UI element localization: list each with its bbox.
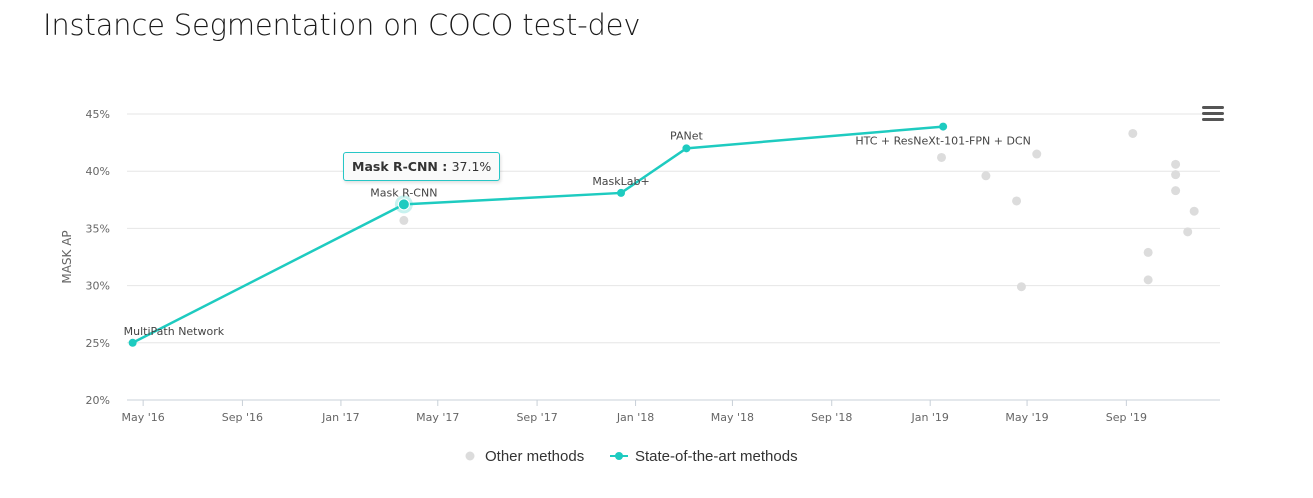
sota-point-label: MaskLab+ — [592, 175, 649, 188]
tooltip-separator: : — [437, 159, 452, 174]
x-tick-label: May '18 — [711, 411, 754, 424]
other-method-point[interactable] — [1128, 128, 1138, 138]
legend: Other methods State-of-the-art methods — [465, 448, 798, 465]
x-tick-label: Jan '18 — [616, 411, 654, 424]
other-method-point[interactable] — [1183, 227, 1193, 237]
x-tick-label: May '19 — [1005, 411, 1048, 424]
tooltip-name: Mask R-CNN — [352, 159, 438, 174]
tooltip-value: 37.1% — [451, 159, 492, 174]
menu-bar — [1202, 112, 1224, 115]
menu-bar — [1202, 106, 1224, 109]
chart-tooltip: Mask R-CNN : 37.1% — [343, 152, 501, 181]
sota-point[interactable] — [397, 198, 410, 211]
sota-point[interactable] — [617, 188, 626, 197]
x-tick-label: Sep '18 — [811, 411, 852, 424]
other-methods-series — [399, 128, 1199, 292]
y-tick-label: 30% — [86, 280, 110, 293]
y-tick-label: 45% — [86, 108, 110, 121]
other-method-point[interactable] — [1143, 247, 1153, 257]
x-tick-label: Sep '19 — [1106, 411, 1147, 424]
sota-methods-legend-marker — [615, 452, 623, 460]
legend-item-other-methods[interactable]: Other methods — [465, 448, 585, 465]
y-tick-label: 25% — [86, 337, 110, 350]
other-methods-legend-marker — [465, 451, 475, 461]
legend-item-sota-methods[interactable]: State-of-the-art methods — [610, 448, 798, 465]
sota-point[interactable] — [939, 122, 948, 131]
x-tick-label: May '16 — [122, 411, 165, 424]
sota-point-label: PANet — [670, 129, 703, 142]
chart-menu-icon[interactable] — [1202, 106, 1224, 124]
other-method-point[interactable] — [981, 171, 991, 181]
sota-line — [132, 125, 944, 344]
sota-point-label: MultiPath Network — [124, 325, 225, 338]
other-method-point[interactable] — [1012, 196, 1022, 206]
y-tick-label: 20% — [86, 394, 110, 407]
other-method-point[interactable] — [399, 215, 409, 225]
sota-point[interactable] — [682, 144, 691, 153]
x-tick-label: Jan '19 — [910, 411, 948, 424]
sota-point[interactable] — [128, 338, 137, 347]
y-axis: 20% 25% 30% 35% 40% 45% — [86, 108, 110, 407]
sota-point-label: Mask R-CNN — [370, 186, 437, 199]
other-method-point[interactable] — [937, 152, 947, 162]
other-method-point[interactable] — [1189, 206, 1199, 216]
y-tick-label: 35% — [86, 222, 110, 235]
sota-methods-series — [128, 122, 948, 347]
x-axis: May '16 Sep '16 Jan '17 May '17 Sep '17 Jan '… — [122, 400, 1147, 424]
y-tick-label: 40% — [86, 165, 110, 178]
other-method-point[interactable] — [1171, 159, 1181, 169]
other-method-point[interactable] — [1171, 170, 1181, 180]
x-tick-label: May '17 — [416, 411, 459, 424]
x-tick-label: Sep '17 — [516, 411, 557, 424]
sota-point-label: HTC + ResNeXt-101-FPN + DCN — [855, 135, 1030, 148]
other-method-point[interactable] — [1032, 149, 1042, 159]
other-methods-legend-label: Other methods — [485, 448, 584, 465]
sota-methods-legend-label: State-of-the-art methods — [635, 448, 798, 465]
other-method-point[interactable] — [1171, 186, 1181, 196]
point-labels: MultiPath Network Mask R-CNN MaskLab+ PANet… — [124, 129, 1031, 337]
page-title: Instance Segmentation on COCO test-dev — [43, 8, 641, 42]
x-tick-label: Jan '17 — [321, 411, 359, 424]
grid-lines — [127, 113, 1220, 401]
y-axis-title: MASK AP — [60, 230, 74, 283]
other-method-point[interactable] — [1143, 275, 1153, 285]
other-method-point[interactable] — [1016, 282, 1026, 292]
x-tick-label: Sep '16 — [222, 411, 263, 424]
menu-bar — [1202, 118, 1224, 121]
